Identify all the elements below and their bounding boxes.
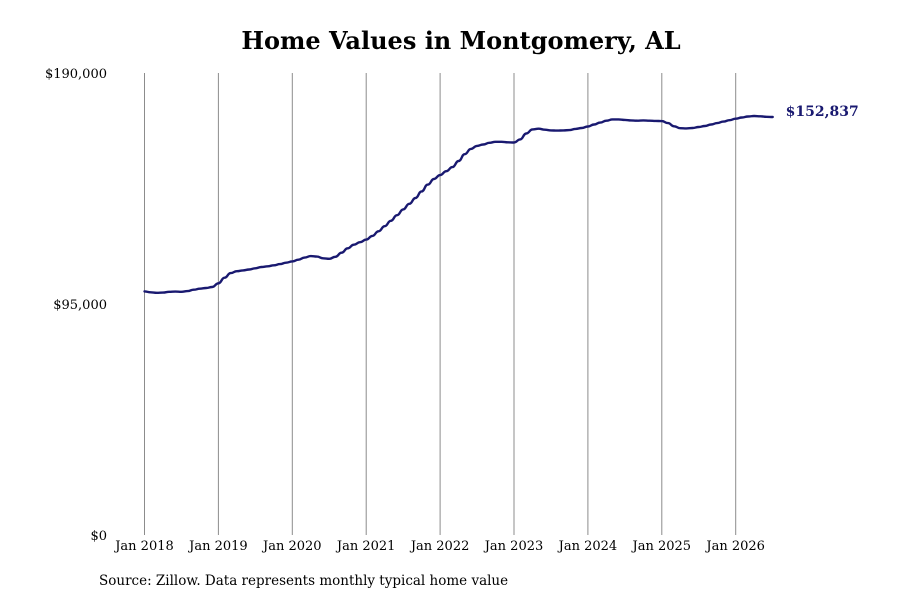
series-group: $152,837 bbox=[143, 104, 859, 294]
x-tick-label: Jan 2019 bbox=[187, 539, 248, 554]
x-gridlines bbox=[144, 73, 737, 535]
x-tick-label: Jan 2018 bbox=[113, 539, 174, 554]
x-tick-label: Jan 2020 bbox=[261, 539, 322, 554]
chart-title: Home Values in Montgomery, AL bbox=[241, 26, 681, 55]
source-note: Source: Zillow. Data represents monthly … bbox=[99, 573, 509, 589]
x-tick-label: Jan 2025 bbox=[631, 539, 692, 554]
y-tick-label: $95,000 bbox=[53, 298, 107, 313]
x-tick-label: Jan 2026 bbox=[704, 539, 765, 554]
home-value-line bbox=[143, 114, 774, 294]
x-tick-label: Jan 2023 bbox=[483, 539, 544, 554]
y-axis-labels: $0 $95,000 $190,000 bbox=[45, 67, 107, 544]
x-tick-label: Jan 2024 bbox=[557, 539, 618, 554]
y-tick-label: $190,000 bbox=[45, 67, 107, 82]
latest-value-label: $152,837 bbox=[786, 104, 859, 120]
y-tick-label: $0 bbox=[90, 529, 107, 544]
x-tick-label: Jan 2021 bbox=[335, 539, 396, 554]
x-axis-labels: Jan 2018 Jan 2019 Jan 2020 Jan 2021 Jan 2022… bbox=[113, 539, 765, 554]
x-tick-label: Jan 2022 bbox=[409, 539, 470, 554]
